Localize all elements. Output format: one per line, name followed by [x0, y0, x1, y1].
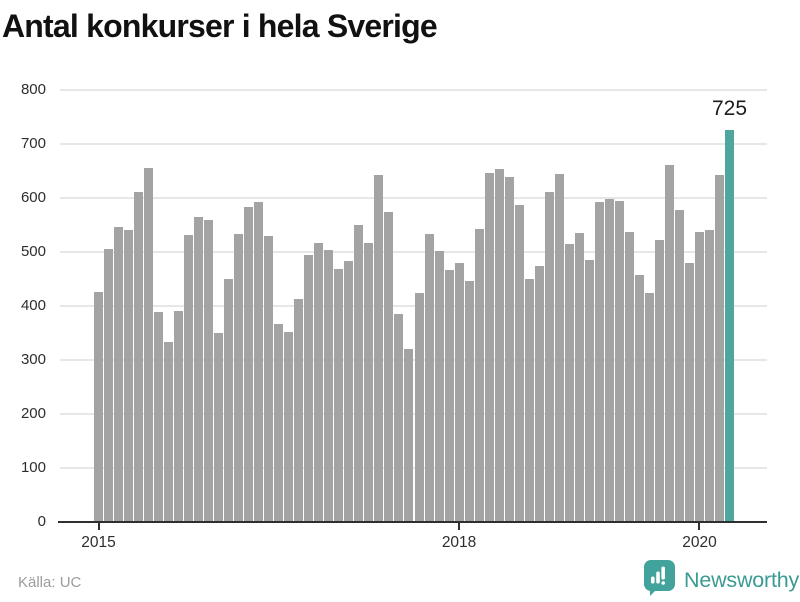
x-axis: [58, 520, 767, 523]
bar: [224, 279, 234, 522]
bar: [524, 279, 534, 522]
brand-name: Newsworthy: [684, 568, 800, 592]
bar: [144, 167, 154, 522]
bar: [394, 313, 404, 522]
bar: [204, 220, 214, 522]
y-axis-label: 0: [37, 512, 46, 530]
source-label: Källa: UC: [18, 574, 82, 591]
bar: [274, 323, 284, 522]
bar: [674, 209, 684, 522]
x-axis-tick: [97, 522, 100, 530]
bar: [584, 259, 594, 522]
bar: [104, 248, 114, 522]
highlighted-bar: [725, 130, 734, 522]
bar: [704, 229, 714, 522]
bar: [514, 204, 524, 522]
bar: [334, 269, 344, 522]
y-axis-label: 800: [20, 80, 46, 98]
bar: [284, 331, 294, 522]
bar: [354, 224, 364, 522]
bar: [134, 192, 144, 522]
bar: [554, 174, 564, 522]
bar: [244, 207, 254, 522]
bar: [254, 201, 264, 522]
bar: [374, 174, 384, 522]
gridline: [60, 88, 767, 91]
x-axis-label: 2015: [81, 534, 116, 551]
bar: [164, 341, 174, 522]
bar: [434, 250, 444, 522]
y-axis-label: 300: [20, 350, 46, 368]
bar: [314, 242, 324, 522]
bar: [644, 292, 654, 522]
bar: [174, 310, 184, 522]
brand-logo: Newsworthy: [643, 559, 800, 602]
y-axis-label: 700: [20, 134, 46, 152]
bar: [634, 275, 644, 522]
bar: [614, 200, 624, 522]
bar: [454, 263, 464, 522]
bar: [214, 332, 224, 522]
y-axis-label: 200: [20, 404, 46, 422]
bar: [194, 217, 204, 522]
bar: [684, 262, 694, 522]
page-title: Antal konkurser i hela Sverige: [2, 8, 438, 44]
gridline: [60, 412, 767, 415]
bar: [424, 233, 434, 522]
bar: [504, 176, 514, 522]
newsworthy-icon: [643, 559, 676, 602]
bar: [564, 243, 574, 522]
bar: [344, 260, 354, 522]
bar: [294, 299, 304, 522]
bar: [154, 311, 164, 522]
bar: [414, 292, 424, 522]
bar: [574, 232, 584, 522]
bar: [94, 292, 103, 522]
x-axis-tick: [458, 522, 461, 530]
bar: [544, 191, 554, 522]
bar: [264, 235, 274, 522]
y-axis-label: 500: [20, 242, 46, 260]
bar: [654, 240, 664, 522]
bar: [324, 249, 334, 522]
bar: [604, 199, 614, 522]
bar: [664, 165, 674, 522]
gridline: [60, 142, 767, 145]
bar: [114, 227, 124, 522]
bar: [404, 348, 414, 522]
bar: [184, 235, 194, 522]
x-axis-label: 2020: [682, 534, 717, 551]
bar: [444, 269, 454, 522]
bar: [694, 231, 704, 522]
gridline: [60, 196, 767, 199]
bar: [364, 242, 374, 522]
bar: [594, 201, 604, 522]
bar: [304, 254, 314, 522]
gridline: [60, 304, 767, 307]
x-axis-label: 2018: [441, 534, 477, 551]
x-axis-tick: [698, 522, 701, 530]
bar: [234, 233, 244, 522]
y-axis-label: 600: [20, 188, 46, 206]
y-axis-label: 400: [20, 296, 46, 314]
bar: [534, 266, 544, 522]
bar: [474, 228, 484, 522]
bar: [484, 172, 494, 522]
bar: [464, 280, 474, 522]
y-axis-label: 100: [20, 458, 46, 476]
bar: [624, 231, 634, 522]
gridline: [60, 250, 767, 253]
bar-chart: 0 100 200 300 400 500 600 700 800 2015 2018 2020 725: [0, 75, 800, 555]
bar: [494, 169, 504, 522]
bar: [714, 174, 724, 522]
gridline: [60, 358, 767, 361]
bar: [124, 229, 134, 522]
value-annotation: 725: [711, 97, 748, 120]
bar: [384, 212, 394, 522]
gridline: [60, 466, 767, 469]
